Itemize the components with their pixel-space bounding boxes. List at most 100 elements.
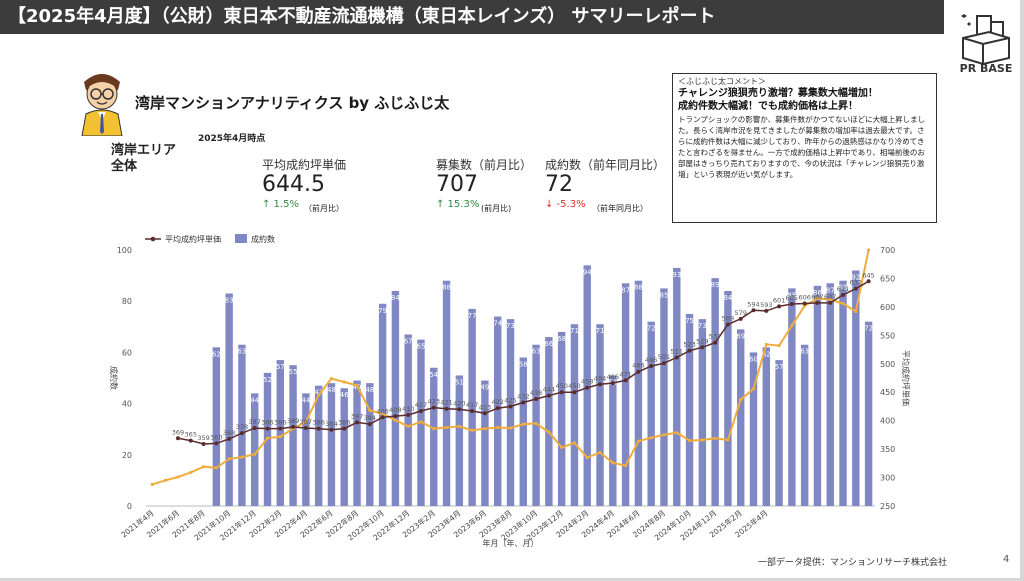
price-label: 444 (543, 386, 555, 394)
bar-label: 88 (442, 284, 451, 292)
y-right-tick: 700 (880, 246, 895, 255)
bar (557, 331, 566, 506)
bar (327, 383, 336, 506)
listing-point (342, 380, 346, 384)
bar-label: 85 (787, 291, 796, 299)
bar (864, 321, 873, 506)
listing-point (687, 438, 692, 443)
listing-point (265, 436, 270, 440)
y-right-tick: 400 (880, 417, 895, 426)
price-label: 579 (734, 309, 746, 317)
price-label: 450 (555, 382, 567, 390)
legend-line-marker (150, 236, 156, 242)
price-label: 458 (581, 378, 593, 386)
kpi-deals-label: 成約数（前年同月比） (545, 158, 666, 172)
price-point (764, 308, 769, 313)
price-point (278, 426, 283, 431)
listing-point (176, 475, 180, 479)
price-label: 606 (798, 293, 810, 301)
bar-label: 77 (468, 312, 477, 320)
listing-point (636, 439, 640, 443)
bar-label: 44 (301, 396, 310, 404)
listing-point (470, 428, 474, 432)
price-point (329, 427, 334, 432)
legend-label: 成約数 (251, 234, 275, 244)
bar (289, 365, 297, 506)
listing-point (150, 482, 154, 486)
bar-label: 55 (289, 368, 298, 376)
bar (724, 290, 732, 506)
bar-label: 57 (276, 363, 285, 371)
bar-label: 48 (327, 386, 336, 394)
bar-label: 58 (519, 361, 528, 369)
price-point (828, 300, 833, 305)
listing-point (624, 464, 628, 468)
bar-label: 44 (250, 396, 259, 404)
bar (685, 314, 694, 506)
bar (596, 324, 604, 506)
price-point (457, 407, 462, 412)
price-label: 389 (287, 417, 299, 425)
listing-point (317, 393, 321, 397)
page-number: 4 (1003, 554, 1010, 565)
price-point (214, 441, 219, 446)
bar (276, 360, 284, 506)
price-point (265, 426, 270, 431)
listing-point (662, 433, 666, 437)
logo-text: PR BASE (959, 62, 1013, 75)
price-point (303, 426, 308, 431)
price-point (815, 300, 820, 305)
bar (788, 288, 796, 506)
price-point (291, 424, 296, 429)
price-label: 369 (172, 428, 184, 436)
listing-point (547, 430, 551, 434)
bar (225, 293, 233, 506)
y-left-tick: 20 (122, 451, 132, 460)
kpi-price-ref: （前月比） (304, 204, 344, 213)
app-title: 湾岸マンションアナリティクス by ふじふじ太 (135, 94, 450, 112)
listing-point (572, 441, 577, 445)
price-label: 607 (811, 293, 823, 301)
bar-label: 63 (532, 348, 541, 356)
bar-label: 73 (698, 322, 707, 330)
bar-label: 75 (685, 317, 694, 325)
price-label: 420 (453, 399, 465, 407)
y-right-tick: 600 (880, 303, 895, 312)
price-point (188, 438, 193, 443)
bar-label: 49 (480, 384, 489, 392)
comment-title-2: 成約件数大幅減！でも成約価格は上昇！ (678, 101, 858, 112)
y-right-title: 平均成約坪単価 (901, 350, 911, 406)
price-point (508, 404, 513, 409)
bar-label: 71 (596, 327, 605, 335)
area-label-line2: 全体 (111, 159, 138, 174)
price-label: 621 (837, 285, 849, 293)
bar (711, 278, 719, 506)
listing-point (496, 425, 500, 430)
bar (506, 319, 515, 506)
bar-label: 57 (775, 363, 784, 371)
data-source: 一部データ提供：マンションリサーチ株式会社 (758, 558, 948, 568)
price-point (572, 390, 577, 395)
price-point (598, 382, 603, 387)
price-label: 511 (671, 348, 683, 356)
listing-point (815, 296, 820, 300)
price-point (687, 348, 692, 353)
price-point (482, 411, 487, 416)
listing-point (483, 427, 487, 431)
listing-point (444, 425, 449, 430)
kpi-listings-change: ↑ 15.3% (436, 199, 480, 210)
price-point (470, 408, 475, 413)
listing-point (227, 457, 231, 461)
bar-label: 54 (429, 371, 438, 379)
bar-label: 85 (660, 291, 669, 299)
bar (621, 283, 630, 506)
price-point (661, 361, 666, 366)
legend-label: 平均成約坪単価 (165, 234, 221, 244)
price-label: 464 (594, 374, 606, 382)
listing-point (278, 434, 282, 439)
price-label: 387 (248, 418, 260, 426)
listing-point (739, 398, 743, 402)
bar (673, 267, 681, 506)
listing-point (521, 422, 525, 426)
price-point (393, 414, 398, 419)
